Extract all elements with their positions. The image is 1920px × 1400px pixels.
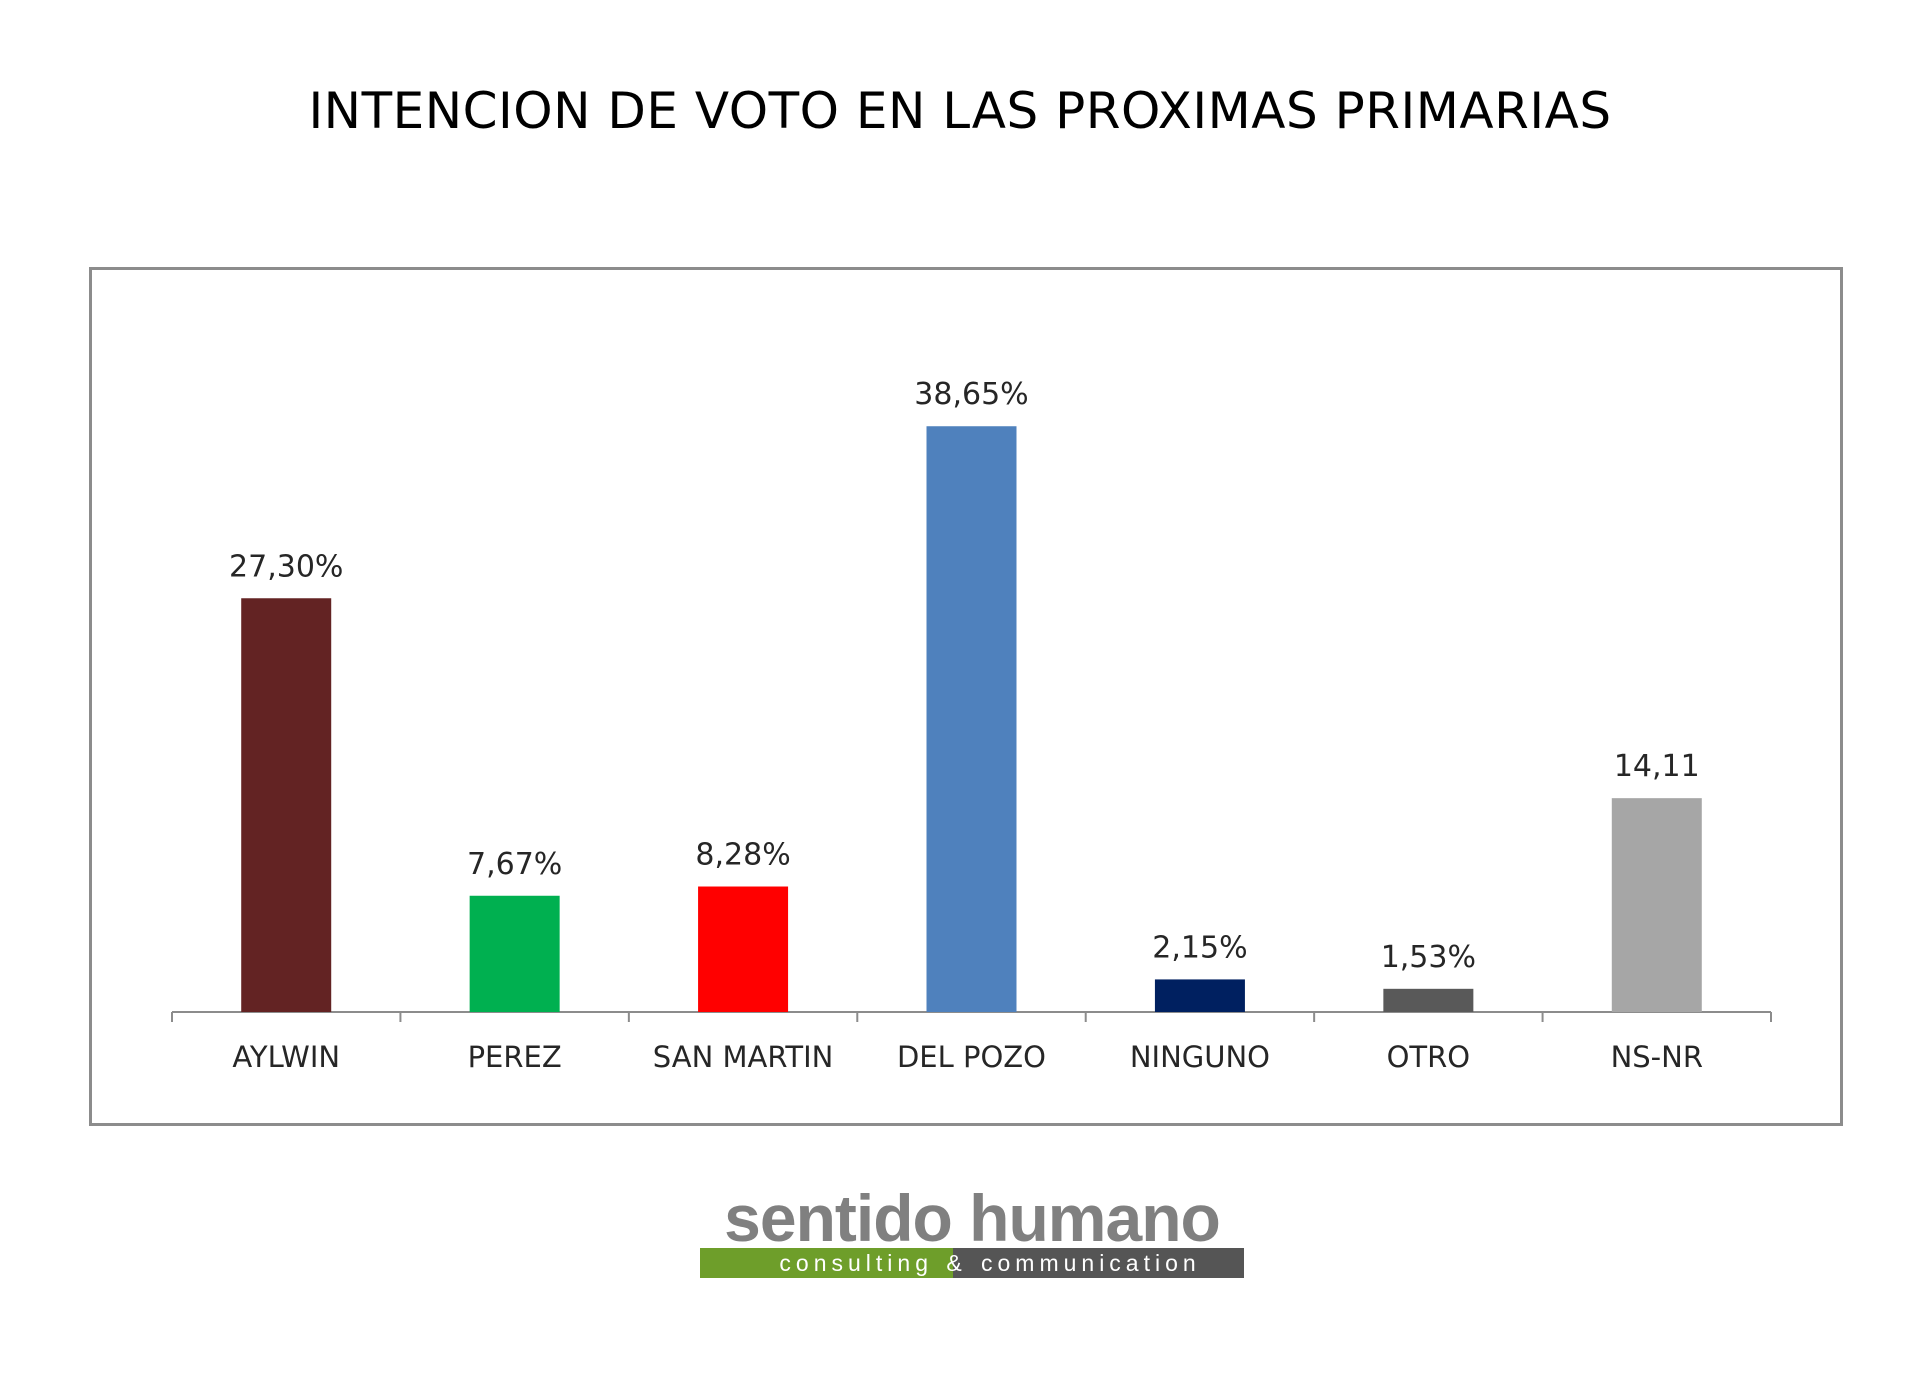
logo-tagline-amp: & (946, 1250, 962, 1276)
category-label: DEL POZO (897, 1040, 1046, 1074)
logo-wordmark: sentido humano (724, 1181, 1221, 1255)
company-logo: sentido humano consulting communication … (700, 1181, 1244, 1278)
logo-tagline-bar: consulting communication (700, 1248, 1244, 1278)
bar-san-martin (698, 886, 789, 1012)
logo-tagline-right: communication (953, 1248, 1244, 1278)
category-label: PEREZ (468, 1040, 562, 1074)
data-label: 7,67% (467, 847, 562, 882)
chart-title: INTENCION DE VOTO EN LAS PROXIMAS PRIMAR… (308, 82, 1612, 140)
bar-otro (1383, 988, 1474, 1012)
bar-del-pozo (926, 426, 1017, 1012)
category-label: NINGUNO (1130, 1040, 1270, 1074)
data-label: 8,28% (695, 838, 790, 873)
data-label: 1,53% (1381, 940, 1476, 975)
logo-tagline-left: consulting (700, 1248, 953, 1278)
chart-frame: 27,30% AYLWIN 7,67% PEREZ 8,28% SAN MARTIN 38,… (89, 267, 1843, 1126)
bar-ninguno (1154, 979, 1245, 1012)
data-label: 27,30% (229, 549, 343, 584)
data-label: 14,11 (1614, 749, 1700, 784)
category-label: SAN MARTIN (653, 1040, 834, 1074)
data-label: 2,15% (1152, 930, 1247, 965)
bar-aylwin (241, 598, 332, 1012)
bar-ns-nr (1611, 798, 1702, 1012)
category-label: OTRO (1387, 1040, 1471, 1074)
bar-chart: 27,30% AYLWIN 7,67% PEREZ 8,28% SAN MARTIN 38,… (171, 377, 1772, 1074)
category-label: NS-NR (1611, 1040, 1703, 1074)
data-label: 38,65% (914, 377, 1028, 412)
category-label: AYLWIN (232, 1040, 340, 1074)
bar-perez (469, 895, 560, 1012)
